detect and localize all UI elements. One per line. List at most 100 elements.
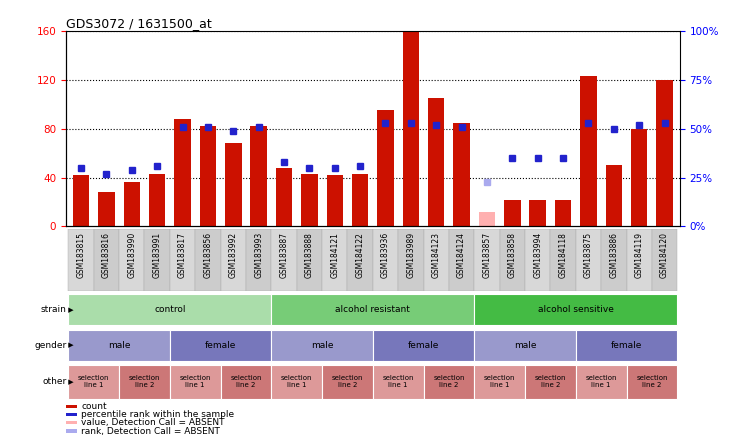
Bar [271, 229, 297, 291]
Text: selection
line 1: selection line 1 [586, 375, 617, 388]
Bar [453, 123, 470, 226]
Bar [580, 76, 596, 226]
Bar [73, 175, 89, 226]
Text: female: female [205, 341, 236, 350]
Text: male: male [311, 341, 333, 350]
Bar [529, 200, 546, 226]
Text: male: male [108, 341, 130, 350]
Text: GSM183936: GSM183936 [381, 232, 390, 278]
Text: GSM183989: GSM183989 [406, 232, 415, 278]
Bar [601, 229, 626, 291]
Text: selection
line 1: selection line 1 [382, 375, 414, 388]
Text: count: count [81, 402, 107, 411]
Bar [66, 429, 77, 433]
Bar [301, 174, 318, 226]
Bar [68, 229, 94, 291]
Bar [200, 127, 216, 226]
Bar [474, 329, 576, 361]
Text: GSM183858: GSM183858 [508, 232, 517, 278]
Bar [225, 143, 241, 226]
Bar [449, 229, 474, 291]
Text: GDS3072 / 1631500_at: GDS3072 / 1631500_at [66, 17, 211, 30]
Bar [652, 229, 678, 291]
Bar [276, 168, 292, 226]
Bar [525, 229, 550, 291]
Bar [66, 413, 77, 416]
Bar [377, 111, 394, 226]
Text: control: control [154, 305, 186, 314]
Text: GSM183887: GSM183887 [279, 232, 289, 278]
Text: gender: gender [34, 341, 67, 350]
Text: GSM183816: GSM183816 [102, 232, 111, 278]
Text: alcohol resistant: alcohol resistant [336, 305, 410, 314]
Bar [474, 229, 500, 291]
Bar [271, 294, 474, 325]
Bar [423, 229, 449, 291]
Text: selection
line 1: selection line 1 [78, 375, 110, 388]
Text: female: female [408, 341, 439, 350]
Bar [373, 365, 423, 399]
Bar [576, 329, 678, 361]
Bar [297, 229, 322, 291]
Text: selection
line 2: selection line 2 [332, 375, 363, 388]
Bar [149, 174, 165, 226]
Bar [322, 365, 373, 399]
Bar [428, 98, 444, 226]
Text: percentile rank within the sample: percentile rank within the sample [81, 410, 234, 419]
Bar [170, 365, 221, 399]
Bar [68, 365, 119, 399]
Bar [352, 174, 368, 226]
Text: selection
line 2: selection line 2 [230, 375, 262, 388]
Text: GSM183856: GSM183856 [203, 232, 213, 278]
Bar [474, 365, 525, 399]
Bar [626, 365, 678, 399]
Bar [174, 119, 191, 226]
Text: GSM184118: GSM184118 [558, 232, 567, 278]
Text: ▶: ▶ [67, 379, 74, 385]
Text: selection
line 2: selection line 2 [129, 375, 160, 388]
Bar [98, 192, 115, 226]
Text: GSM183992: GSM183992 [229, 232, 238, 278]
Bar [322, 229, 347, 291]
Text: GSM184121: GSM184121 [330, 232, 339, 278]
Text: GSM183990: GSM183990 [127, 232, 136, 278]
Bar [576, 365, 626, 399]
Bar [403, 31, 419, 226]
Bar [631, 129, 648, 226]
Text: selection
line 2: selection line 2 [433, 375, 465, 388]
Text: GSM183888: GSM183888 [305, 232, 314, 278]
Bar [119, 229, 145, 291]
Text: selection
line 2: selection line 2 [636, 375, 667, 388]
Text: GSM183817: GSM183817 [178, 232, 187, 278]
Text: GSM183857: GSM183857 [482, 232, 491, 278]
Bar [423, 365, 474, 399]
Text: alcohol sensitive: alcohol sensitive [538, 305, 614, 314]
Text: selection
line 1: selection line 1 [179, 375, 211, 388]
Text: GSM184119: GSM184119 [635, 232, 644, 278]
Bar [271, 329, 373, 361]
Text: GSM183875: GSM183875 [584, 232, 593, 278]
Text: ▶: ▶ [67, 307, 74, 313]
Bar [550, 229, 576, 291]
Bar [398, 229, 423, 291]
Text: selection
line 1: selection line 1 [281, 375, 312, 388]
Text: GSM184120: GSM184120 [660, 232, 669, 278]
Bar [479, 212, 495, 226]
Bar [195, 229, 221, 291]
Bar [347, 229, 373, 291]
Text: selection
line 1: selection line 1 [484, 375, 515, 388]
Text: GSM184122: GSM184122 [355, 232, 365, 278]
Text: strain: strain [40, 305, 67, 314]
Bar [373, 229, 398, 291]
Text: female: female [611, 341, 643, 350]
Bar [66, 405, 77, 408]
Bar [576, 229, 601, 291]
Bar [605, 166, 622, 226]
Bar [119, 365, 170, 399]
Text: GSM183815: GSM183815 [77, 232, 86, 278]
Bar [327, 175, 343, 226]
Bar [124, 182, 140, 226]
Bar [170, 329, 271, 361]
Text: GSM183991: GSM183991 [153, 232, 162, 278]
Bar [555, 200, 572, 226]
